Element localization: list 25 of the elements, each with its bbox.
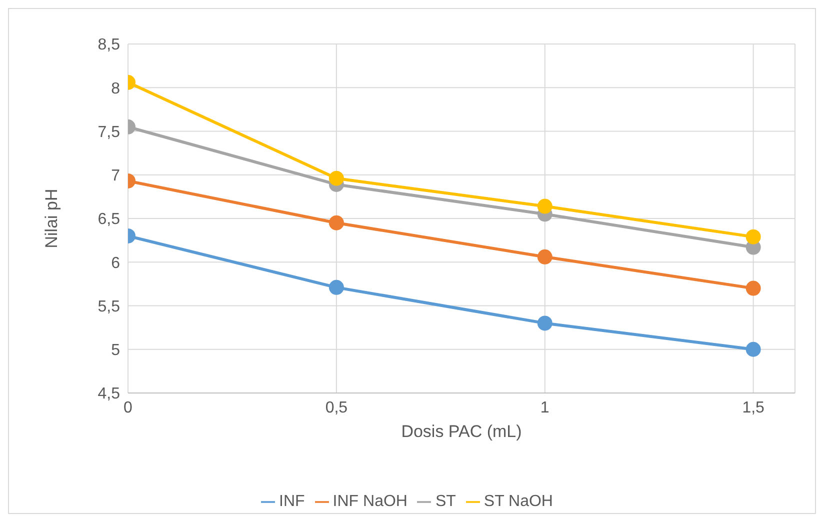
y-tick-label: 5 xyxy=(111,342,120,360)
x-tick-label: 0,5 xyxy=(325,399,348,416)
y-tick-label: 8 xyxy=(111,80,120,98)
y-tick-label: 7 xyxy=(111,168,120,185)
y-tick-label: 5,5 xyxy=(98,298,120,316)
legend-label: INF NaOH xyxy=(332,493,408,510)
x-tick-label: 0 xyxy=(124,399,133,416)
point xyxy=(537,249,552,264)
x-tick-label: 1,5 xyxy=(742,399,765,416)
y-tick-label: 7,5 xyxy=(98,124,120,141)
legend-label: INF xyxy=(279,493,305,510)
x-axis-title: Dosis PAC (mL) xyxy=(401,422,522,441)
y-tick-label: 8,5 xyxy=(98,36,120,54)
point xyxy=(746,280,761,296)
y-tick-label: 6,5 xyxy=(98,211,120,228)
y-axis-title: Nilai pH xyxy=(42,188,62,248)
x-tick-label: 1 xyxy=(540,399,550,416)
point xyxy=(746,229,761,244)
legend-label: ST NaOH xyxy=(484,493,553,510)
y-tick-label: 6 xyxy=(111,254,120,272)
point xyxy=(746,342,761,357)
y-tick-label: 4,5 xyxy=(98,386,120,403)
point xyxy=(537,316,552,331)
legend-label: ST xyxy=(435,493,456,510)
point xyxy=(537,198,552,214)
